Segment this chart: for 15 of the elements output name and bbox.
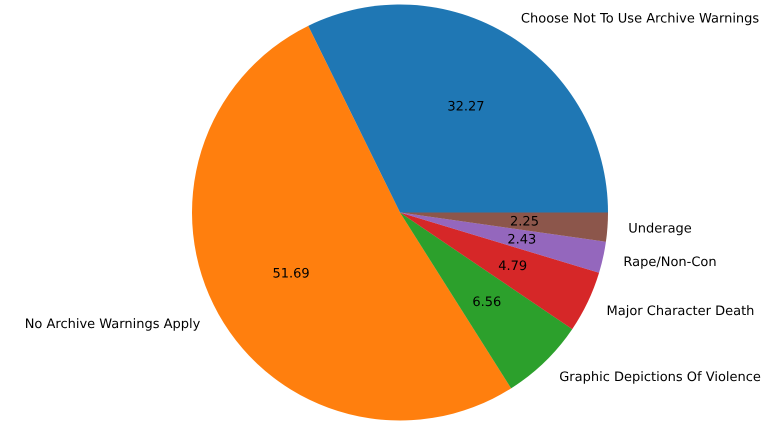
pie-slice	[400, 212, 608, 242]
slice-label: Underage	[628, 222, 692, 237]
slice-label: Choose Not To Use Archive Warnings	[520, 11, 760, 26]
data-label: 4.79	[498, 259, 528, 274]
data-label: 51.69	[272, 266, 310, 282]
slice-label: Rape/Non-Con	[623, 254, 717, 270]
slice-label: Graphic Depictions Of Violence	[559, 370, 761, 385]
data-label: 2.25	[510, 214, 539, 230]
pie-slice	[400, 212, 600, 330]
pie-slice	[400, 212, 606, 273]
data-label: 2.43	[507, 232, 536, 248]
data-label: 6.56	[472, 295, 502, 310]
data-label: 32.27	[447, 100, 485, 115]
slice-label: No Archive Warnings Apply	[24, 317, 201, 332]
slice-label: Major Character Death	[606, 304, 754, 319]
